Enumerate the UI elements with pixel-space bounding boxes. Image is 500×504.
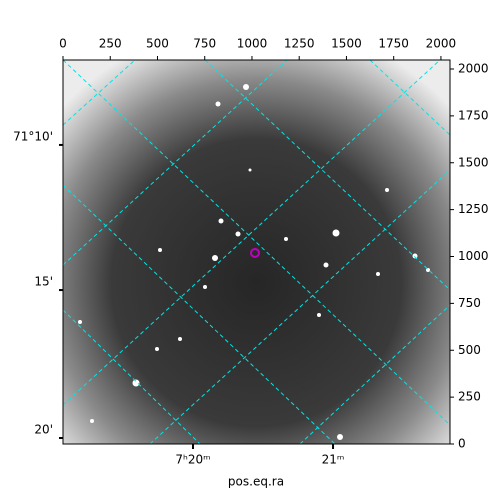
x-tick-label: 2000 (426, 37, 457, 51)
dec-tick-label: 71°10' (13, 129, 53, 143)
y-tick-label: 1000 (458, 249, 489, 263)
dec-tick-label: 15' (34, 275, 53, 289)
x-axis-label: pos.eq.ra (228, 475, 284, 489)
y-tick-label: 500 (458, 343, 481, 357)
coordinate-grid (63, 60, 450, 444)
x-tick-label: 1250 (284, 37, 315, 51)
ra-tick-label: 21ᵐ (322, 453, 345, 467)
x-tick-label: 750 (193, 37, 216, 51)
y-tick-label: 1250 (458, 202, 489, 216)
y-tick-label: 1750 (458, 108, 489, 122)
sky-image (63, 60, 450, 444)
stars (78, 84, 430, 440)
y-tick-label: 0 (458, 437, 466, 451)
ra-tick-label: 7ʰ20ᵐ (175, 453, 210, 467)
x-tick-label: 1500 (331, 37, 362, 51)
x-tick-label: 1750 (378, 37, 409, 51)
y-tick-label: 2000 (458, 62, 489, 76)
x-tick-label: 250 (99, 37, 122, 51)
y-tick-label: 250 (458, 390, 481, 404)
frame (62, 59, 451, 445)
target-marker (249, 247, 260, 258)
x-tick-label: 1000 (237, 37, 268, 51)
x-tick-label: 500 (146, 37, 169, 51)
x-tick-label: 0 (59, 37, 67, 51)
y-tick-label: 750 (458, 296, 481, 310)
y-tick-label: 1500 (458, 155, 489, 169)
dec-tick-label: 20' (34, 423, 53, 437)
